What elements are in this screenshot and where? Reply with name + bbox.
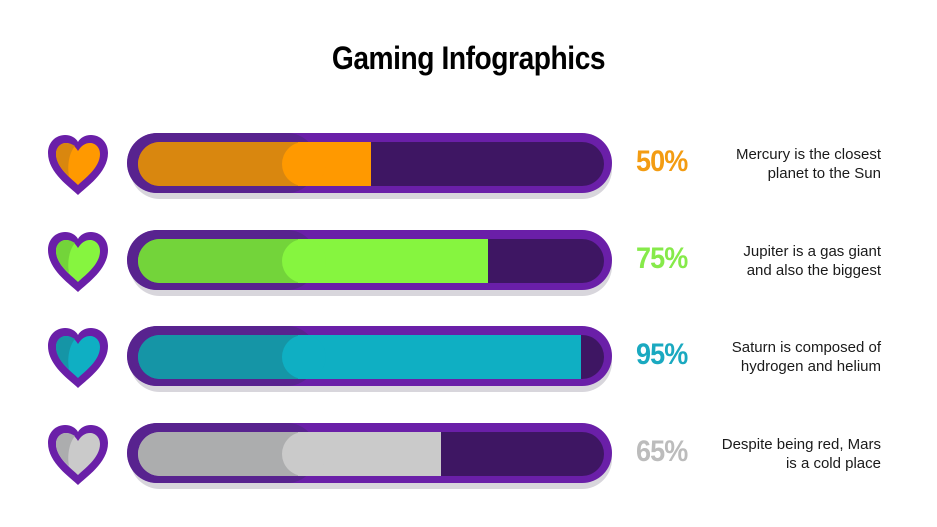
percent-label: 95% <box>636 338 688 371</box>
progress-track <box>138 335 604 379</box>
progress-bar <box>127 133 612 193</box>
progress-fill <box>138 432 441 476</box>
heart-icon <box>48 425 108 485</box>
progress-bar <box>127 230 612 290</box>
description: Mercury is the closest planet to the Sun <box>661 145 881 183</box>
progress-row: 95% Saturn is composed of hydrogen and h… <box>0 326 937 396</box>
progress-fill <box>138 335 581 379</box>
progress-bar <box>127 423 612 483</box>
description: Saturn is composed of hydrogen and heliu… <box>661 338 881 376</box>
percent-label: 65% <box>636 435 688 468</box>
progress-fill <box>138 239 488 283</box>
percent-label: 75% <box>636 242 688 275</box>
progress-row: 65% Despite being red, Mars is a cold pl… <box>0 423 937 493</box>
description-line-2: planet to the Sun <box>767 165 881 182</box>
description: Jupiter is a gas giant and also the bigg… <box>661 242 881 280</box>
description-line-2: and also the biggest <box>746 262 881 279</box>
page-title: Gaming Infographics <box>331 40 606 76</box>
percent-label: 50% <box>636 145 688 178</box>
description-line-1: Despite being red, Mars <box>721 436 881 453</box>
description-line-2: is a cold place <box>785 455 881 472</box>
description-line-2: hydrogen and helium <box>740 358 881 375</box>
progress-row: 50% Mercury is the closest planet to the… <box>0 133 937 203</box>
heart-icon <box>48 328 108 388</box>
heart-icon <box>48 232 108 292</box>
progress-bar <box>127 326 612 386</box>
progress-row: 75% Jupiter is a gas giant and also the … <box>0 230 937 300</box>
progress-track <box>138 432 604 476</box>
description-line-1: Saturn is composed of <box>731 339 881 356</box>
progress-track <box>138 142 604 186</box>
description: Despite being red, Mars is a cold place <box>661 435 881 473</box>
progress-track <box>138 239 604 283</box>
description-line-1: Mercury is the closest <box>735 146 881 163</box>
progress-fill <box>138 142 371 186</box>
heart-icon <box>48 135 108 195</box>
description-line-1: Jupiter is a gas giant <box>743 243 881 260</box>
